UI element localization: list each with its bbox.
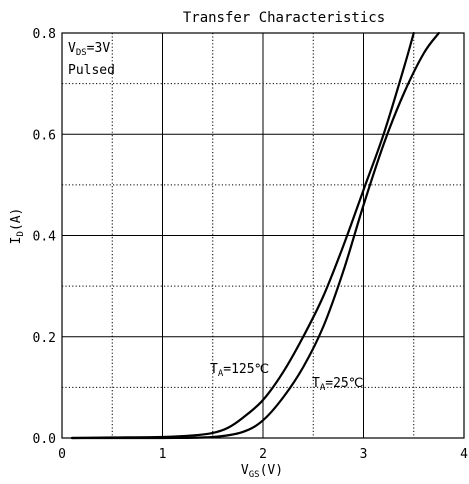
y-tick-label: 0.6 xyxy=(33,128,56,143)
x-tick-labels: 0 1 2 3 4 xyxy=(58,447,468,462)
x-tick-label: 3 xyxy=(360,447,368,462)
x-axis-label: VGS(V) xyxy=(241,463,283,480)
x-tick-label: 1 xyxy=(159,447,167,462)
y-axis-label: ID(A) xyxy=(9,208,26,245)
series-line-125c xyxy=(70,31,415,440)
plot-frame xyxy=(61,32,465,439)
condition-vds: VDS=3V xyxy=(68,41,110,58)
chart-title: Transfer Characteristics xyxy=(183,10,385,26)
x-tick-label: 2 xyxy=(259,447,267,462)
series-curves xyxy=(70,31,440,440)
series-line-25c xyxy=(70,31,440,440)
series-label-125c: TA=125℃ xyxy=(210,362,269,379)
y-tick-label: 0.2 xyxy=(33,331,56,346)
y-tick-label: 0.0 xyxy=(33,432,56,447)
y-tick-label: 0.4 xyxy=(33,230,57,245)
y-tick-label: 0.8 xyxy=(33,27,56,42)
x-tick-label: 0 xyxy=(58,447,66,462)
series-label-25c: TA=25℃ xyxy=(312,376,363,393)
x-tick-label: 4 xyxy=(460,447,468,462)
y-tick-labels: 0.0 0.2 0.4 0.6 0.8 xyxy=(33,27,57,447)
condition-pulsed: Pulsed xyxy=(68,63,115,78)
